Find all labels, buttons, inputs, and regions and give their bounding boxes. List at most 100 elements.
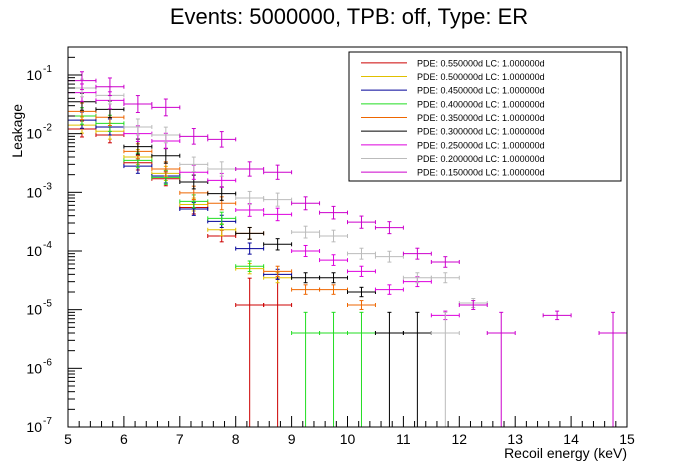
data-point xyxy=(347,247,376,260)
y-tick-exponent: -2 xyxy=(43,123,52,134)
data-point xyxy=(374,221,404,235)
data-point xyxy=(263,277,293,427)
x-tick-label: 5 xyxy=(64,431,72,447)
y-tick-exponent: -5 xyxy=(43,299,52,310)
data-point xyxy=(291,311,321,427)
legend-entry: PDE: 0.550000d LC: 1.000000d xyxy=(361,58,545,68)
data-point xyxy=(123,118,153,136)
data-point xyxy=(291,225,321,239)
data-point xyxy=(374,284,404,295)
data-point xyxy=(291,244,321,258)
series-7 xyxy=(67,83,460,321)
x-tick-label: 6 xyxy=(120,431,128,447)
data-point xyxy=(207,131,237,148)
data-point xyxy=(347,265,376,277)
data-point xyxy=(347,300,376,310)
data-point xyxy=(263,164,293,180)
legend-label: PDE: 0.550000d LC: 1.000000d xyxy=(417,58,545,68)
data-point xyxy=(402,247,432,260)
legend-label: PDE: 0.200000d LC: 1.000000d xyxy=(417,154,545,164)
y-tick-exponent: -4 xyxy=(43,240,52,251)
series-6 xyxy=(67,92,432,427)
data-point xyxy=(95,77,125,97)
data-point xyxy=(263,192,293,207)
data-point xyxy=(486,311,516,427)
legend-box xyxy=(348,51,622,182)
data-point xyxy=(263,265,293,277)
data-point xyxy=(235,226,265,240)
data-point xyxy=(235,260,265,272)
data-point xyxy=(374,250,404,263)
y-tick-label: 10 xyxy=(26,419,42,435)
data-point xyxy=(291,272,321,284)
x-tick-label: 9 xyxy=(288,431,296,447)
data-point xyxy=(430,272,460,284)
data-point xyxy=(207,211,237,226)
legend-entry: PDE: 0.300000d LC: 1.000000d xyxy=(361,127,545,137)
y-tick-label: 10 xyxy=(26,67,42,83)
data-point xyxy=(319,272,348,284)
data-point xyxy=(374,311,404,427)
legend-label: PDE: 0.300000d LC: 1.000000d xyxy=(417,127,545,137)
legend: PDE: 0.550000d LC: 1.000000d PDE: 0.50000… xyxy=(348,51,622,182)
legend-entry: PDE: 0.150000d LC: 1.000000d xyxy=(361,168,545,178)
legend-label: PDE: 0.150000d LC: 1.000000d xyxy=(417,168,545,178)
series-1 xyxy=(67,120,293,427)
data-point xyxy=(347,286,376,298)
y-tick-label: 10 xyxy=(26,184,42,200)
data-point xyxy=(263,238,293,251)
chart-title: Events: 5000000, TPB: off, Type: ER xyxy=(170,4,528,29)
data-point xyxy=(207,186,237,201)
x-tick-label: 8 xyxy=(232,431,240,447)
data-point xyxy=(319,311,348,427)
legend-label: PDE: 0.400000d LC: 1.000000d xyxy=(417,99,545,109)
data-point xyxy=(151,161,181,177)
series-4 xyxy=(67,107,376,427)
data-point xyxy=(319,205,348,220)
data-point xyxy=(207,172,237,188)
y-tick-label: 10 xyxy=(26,126,42,142)
legend-entry: PDE: 0.450000d LC: 1.000000d xyxy=(361,86,545,96)
data-point xyxy=(235,277,265,427)
data-point xyxy=(235,203,265,217)
legend-label: PDE: 0.350000d LC: 1.000000d xyxy=(417,113,545,123)
x-axis-label: Recoil energy (keV) xyxy=(504,445,627,461)
data-point xyxy=(235,161,265,177)
y-axis-label: Leakage xyxy=(9,104,25,158)
data-point xyxy=(291,196,321,211)
legend-entry: PDE: 0.200000d LC: 1.000000d xyxy=(361,154,545,164)
y-tick-exponent: -6 xyxy=(43,357,52,368)
x-tick-label: 12 xyxy=(452,431,468,447)
x-tick-label: 11 xyxy=(396,431,411,447)
legend-entry: PDE: 0.400000d LC: 1.000000d xyxy=(361,99,545,109)
data-point xyxy=(542,310,572,321)
data-point xyxy=(151,147,181,164)
legend-label: PDE: 0.450000d LC: 1.000000d xyxy=(417,86,545,96)
data-point xyxy=(263,207,293,222)
data-point xyxy=(319,254,348,266)
data-point xyxy=(598,311,628,427)
y-tick-exponent: -1 xyxy=(43,64,52,75)
x-tick-label: 14 xyxy=(563,431,579,447)
x-tick-label: 10 xyxy=(340,431,356,447)
data-point xyxy=(402,311,432,427)
data-point xyxy=(235,190,265,206)
legend-entry: PDE: 0.500000d LC: 1.000000d xyxy=(361,72,545,82)
data-point xyxy=(430,311,460,427)
plot-area xyxy=(67,71,628,427)
data-point xyxy=(123,95,153,113)
data-point xyxy=(319,229,348,243)
data-point xyxy=(235,242,265,255)
data-point xyxy=(430,256,460,268)
y-tick-exponent: -7 xyxy=(43,416,52,427)
y-tick-label: 10 xyxy=(26,302,42,318)
y-tick-label: 10 xyxy=(26,243,42,259)
x-tick-label: 7 xyxy=(176,431,184,447)
legend-label: PDE: 0.250000d LC: 1.000000d xyxy=(417,140,545,150)
data-point xyxy=(207,161,237,177)
data-point xyxy=(347,311,376,427)
data-point xyxy=(179,128,209,145)
legend-entry: PDE: 0.250000d LC: 1.000000d xyxy=(361,140,545,150)
data-point xyxy=(347,215,376,229)
